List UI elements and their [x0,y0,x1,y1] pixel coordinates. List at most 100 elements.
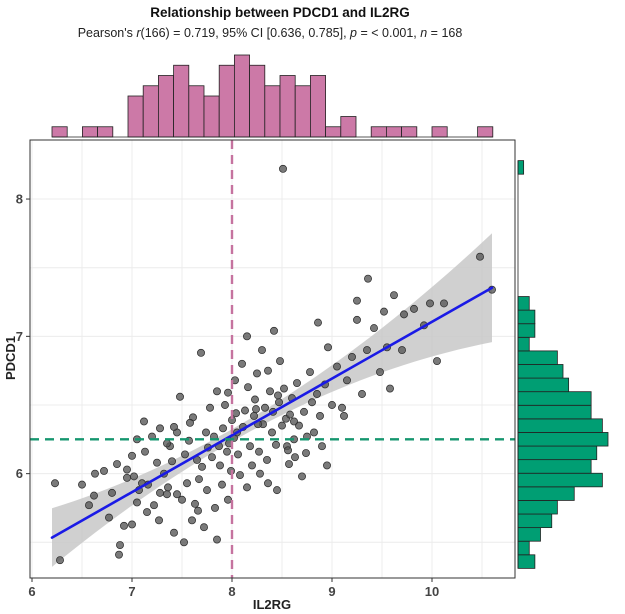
data-point-157 [186,418,194,427]
data-point-108 [298,472,306,481]
data-point-48 [200,523,208,532]
data-point-87 [264,479,272,488]
x-histogram-bar-9 [188,85,205,138]
data-point-11 [120,521,128,530]
x-histogram-bar-25 [431,126,448,138]
x-marginal-histogram [51,54,494,138]
data-point-154 [252,405,260,414]
x-histogram-bar-15 [279,75,296,138]
data-point-138 [163,439,171,448]
y-tick-label-1: 7 [16,329,23,344]
data-point-59 [219,424,227,433]
data-point-88 [266,387,274,396]
data-point-75 [244,383,252,392]
regression-line [50,286,494,539]
data-point-164 [284,446,292,455]
data-point-109 [300,407,308,416]
x-histogram-bar-10 [203,95,220,138]
y-histogram-bar-0 [517,554,536,569]
confidence-band [52,233,492,567]
x-histogram-bar-3 [97,126,114,138]
data-point-92 [272,440,280,449]
data-point-96 [278,421,286,430]
data-point-52 [208,453,216,462]
y-histogram-bar-5 [517,486,575,501]
data-point-136 [476,252,484,261]
data-point-126 [363,346,371,355]
data-point-78 [250,412,258,420]
y-axis-title: PDCD1 [3,336,18,380]
x-histogram-bar-18 [325,126,342,138]
data-point-41 [188,516,196,525]
y-histogram-bar-15 [517,350,558,365]
data-point-165 [364,274,372,283]
data-point-142 [353,296,361,305]
data-point-94 [275,398,283,407]
data-point-36 [178,495,186,504]
data-point-39 [183,479,191,488]
x-histogram-bar-6 [142,85,159,138]
data-point-43 [191,499,199,508]
data-point-130 [390,291,398,300]
data-point-162 [426,299,434,308]
data-point-7 [108,488,116,497]
data-point-50 [203,486,211,495]
x-tick-label-3: 9 [328,584,335,599]
data-point-140 [243,332,251,341]
data-point-147 [123,465,131,474]
data-point-0 [51,479,59,488]
data-point-132 [410,304,418,313]
data-point-121 [338,403,346,412]
data-point-149 [274,391,282,400]
data-point-29 [164,483,172,492]
data-point-38 [181,450,189,459]
data-point-10 [116,541,124,550]
data-point-145 [324,343,332,352]
y-histogram-bar-1 [517,540,530,556]
data-point-111 [306,368,314,376]
data-point-107 [295,421,303,430]
data-point-139 [213,535,221,544]
chart-title: Relationship between PDCD1 and IL2RG [150,5,410,20]
data-point-115 [316,412,324,420]
data-point-86 [263,455,271,464]
data-point-6 [105,513,113,522]
data-point-4 [91,469,99,478]
y-histogram-bar-18 [517,309,536,325]
data-point-116 [318,442,326,451]
x-histogram-bar-2 [82,126,99,138]
y-histogram-bar-16 [517,336,530,352]
x-histogram-bar-17 [309,75,326,138]
data-point-143 [380,307,388,316]
y-histogram-bar-2 [517,527,541,542]
x-histogram-bar-8 [173,64,190,138]
data-point-25 [155,516,163,525]
data-point-8 [113,460,121,468]
data-point-9 [115,550,123,559]
data-point-148 [194,506,202,515]
x-histogram-bar-13 [249,64,266,138]
data-point-71 [238,359,246,368]
subtitle-n-symbol: n [420,26,427,40]
data-point-163 [170,423,178,431]
data-point-98 [280,384,288,393]
data-point-45 [195,475,203,484]
data-point-51 [206,403,214,412]
data-point-15 [130,472,138,481]
data-point-155 [314,318,322,327]
data-point-49 [202,428,210,437]
x-histogram-bar-16 [294,85,311,138]
y-histogram-bar-12 [517,391,592,406]
data-point-1 [56,556,64,565]
y-marginal-histogram [517,160,609,569]
data-point-158 [340,412,348,420]
data-point-2 [78,480,86,489]
data-point-150 [302,449,310,457]
data-point-20 [143,508,151,517]
x-histogram-bar-23 [401,126,418,138]
data-point-120 [333,362,341,371]
data-point-24 [153,458,161,467]
data-point-97 [279,164,287,173]
data-point-70 [236,471,244,479]
